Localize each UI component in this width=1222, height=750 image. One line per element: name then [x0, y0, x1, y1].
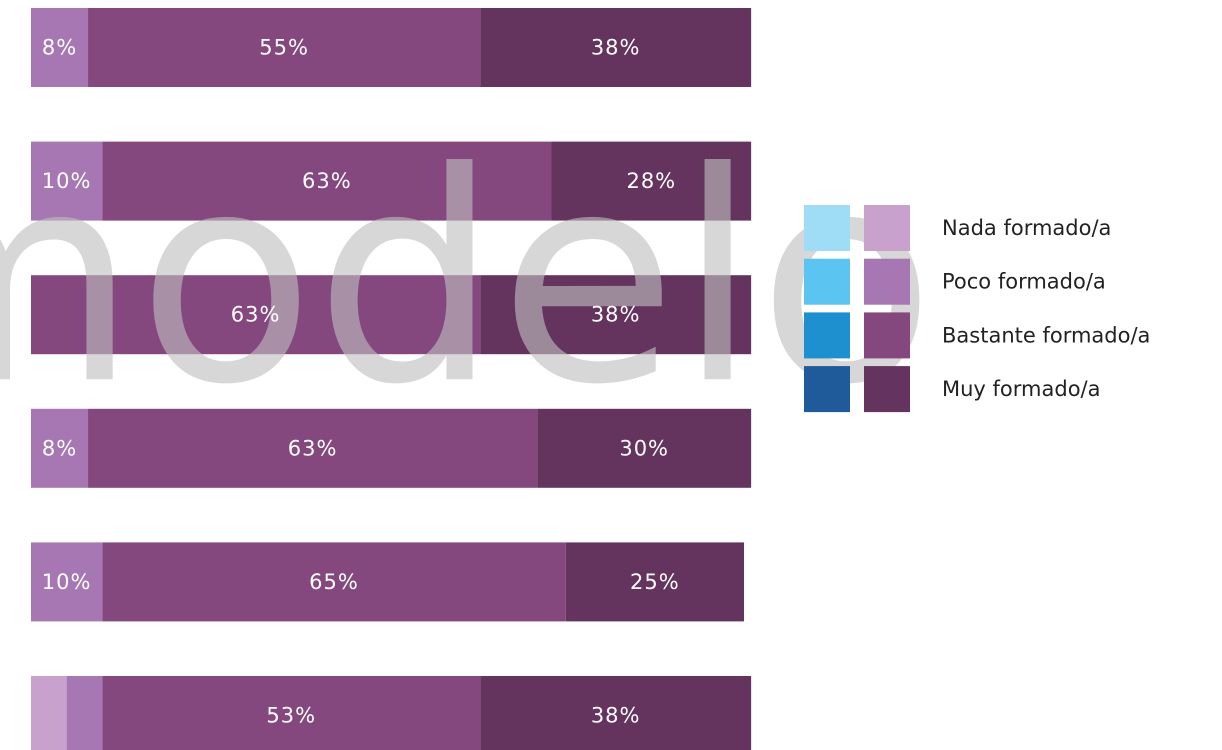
value-label: 55% — [259, 36, 309, 60]
bar-segment — [31, 408, 89, 488]
value-label: 38% — [591, 303, 641, 327]
legend-swatch — [864, 258, 910, 305]
bar-segment — [66, 676, 103, 750]
value-label: 65% — [309, 570, 359, 594]
bar-segment — [551, 141, 752, 221]
bar-segment — [31, 141, 103, 221]
legend-swatch — [864, 205, 910, 251]
value-label: 63% — [288, 436, 338, 460]
legend-swatch — [804, 205, 850, 251]
bar-segment — [480, 275, 752, 355]
value-label: 10% — [42, 169, 92, 193]
value-label: 53% — [266, 704, 316, 728]
value-label: 63% — [302, 169, 352, 193]
legend-label: Nada formado/a — [942, 216, 1111, 240]
bar-segment — [31, 676, 67, 750]
bar-segment — [102, 676, 481, 750]
legend-swatch — [804, 258, 850, 305]
legend-swatch — [804, 312, 850, 359]
legend-swatch — [804, 366, 850, 413]
value-label: 25% — [630, 570, 680, 594]
legend-label: Poco formado/a — [942, 270, 1106, 294]
value-label: 8% — [42, 436, 77, 460]
legend-swatch — [864, 312, 910, 359]
legend-label: Bastante formado/a — [942, 323, 1150, 347]
bar-segment — [565, 542, 744, 622]
value-label: 8% — [42, 36, 77, 60]
value-label: 38% — [591, 36, 641, 60]
bar-segment — [537, 408, 752, 488]
bar-segment — [31, 275, 481, 355]
bar-segment — [88, 8, 481, 87]
value-label: 38% — [591, 704, 641, 728]
value-label: 63% — [231, 303, 281, 327]
bars — [31, 8, 752, 750]
bar-segment — [480, 676, 752, 750]
bar-segment — [102, 542, 566, 622]
bar-segment — [480, 8, 752, 87]
bar-segment — [31, 8, 89, 87]
legend-label: Muy formado/a — [942, 377, 1100, 401]
legend-swatch — [864, 366, 910, 413]
value-label: 30% — [619, 436, 669, 460]
watermark: modelo — [0, 111, 935, 448]
value-label: 28% — [626, 169, 676, 193]
bar-segment — [31, 542, 103, 622]
bar-segment — [88, 408, 538, 488]
value-label: 10% — [42, 570, 92, 594]
bar-segment — [102, 141, 552, 221]
